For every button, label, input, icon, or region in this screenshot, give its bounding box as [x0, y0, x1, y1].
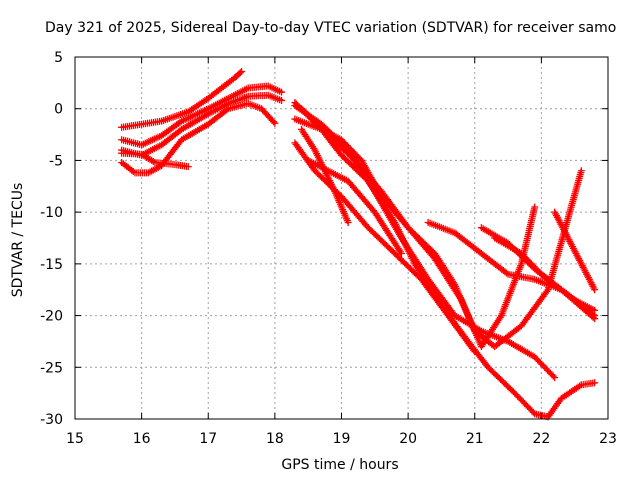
- series-pass-5: [118, 100, 279, 177]
- y-axis-label: SDTVAR / TECUs: [10, 182, 26, 298]
- y-tick-label: 0: [54, 102, 63, 118]
- x-tick-label: 21: [466, 431, 484, 447]
- data-points: [304, 156, 405, 258]
- series-pass-15: [491, 234, 599, 314]
- data-series: [118, 67, 599, 421]
- x-tick-label: 23: [599, 431, 617, 447]
- x-tick-label: 17: [199, 431, 217, 447]
- data-points: [491, 234, 599, 314]
- y-tick-label: -5: [49, 153, 63, 169]
- x-tick-label: 20: [399, 431, 417, 447]
- x-tick-label: 16: [133, 431, 151, 447]
- y-tick-label: 5: [54, 50, 63, 66]
- y-tick-label: -25: [40, 360, 63, 376]
- series-pass-1: [118, 67, 246, 131]
- x-tick-label: 15: [66, 431, 84, 447]
- x-tick-label: 18: [266, 431, 284, 447]
- data-points: [118, 67, 246, 131]
- y-tick-label: -30: [40, 412, 63, 428]
- data-points: [118, 149, 192, 171]
- series-pass-16: [551, 208, 599, 294]
- series-pass-4: [118, 149, 192, 171]
- series-pass-2: [118, 82, 286, 149]
- chart-title: Day 321 of 2025, Sidereal Day-to-day VTE…: [45, 20, 617, 36]
- y-tick-label: -15: [40, 257, 63, 273]
- series-pass-8: [304, 156, 405, 258]
- data-points: [551, 208, 599, 294]
- data-points: [118, 100, 279, 177]
- series-pass-10: [291, 99, 599, 421]
- y-tick-label: -20: [40, 309, 63, 325]
- y-tick-label: -10: [40, 205, 63, 221]
- x-axis-label: GPS time / hours: [281, 457, 399, 473]
- axis-ticks: 15 16 17 18 19 20 21 22 23 5 0 -5 -10 -15 -20 -25 -30: [40, 50, 617, 447]
- x-tick-label: 22: [532, 431, 550, 447]
- x-tick-label: 19: [333, 431, 351, 447]
- data-points: [291, 99, 599, 421]
- data-points: [118, 82, 286, 149]
